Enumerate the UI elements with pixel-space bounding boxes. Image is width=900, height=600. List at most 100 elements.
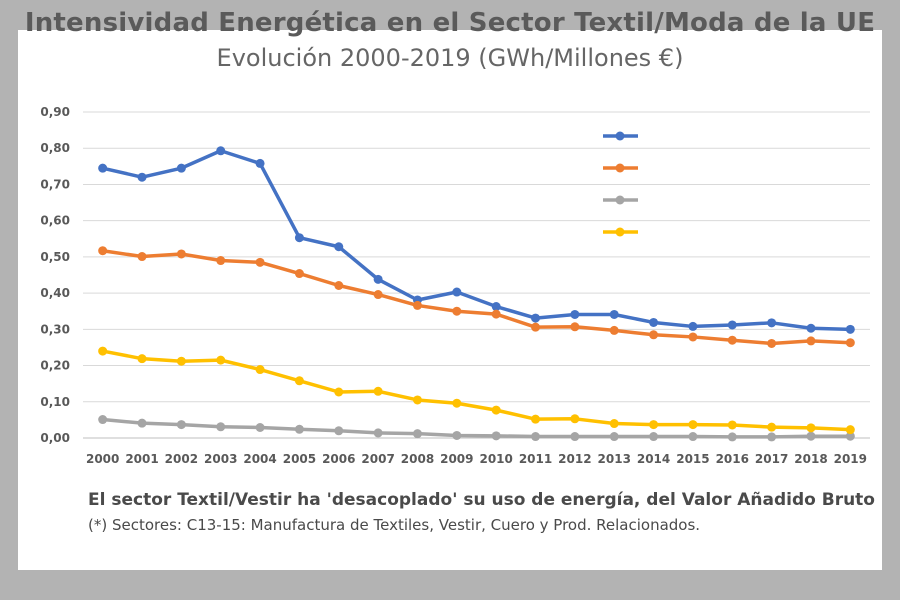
data-point: [98, 246, 108, 256]
x-tick-label: 2003: [204, 452, 237, 466]
data-point: [137, 172, 147, 182]
data-point: [806, 423, 816, 433]
x-tick-label: 2007: [361, 452, 394, 466]
data-point: [609, 325, 619, 335]
data-point: [688, 332, 698, 342]
series-line-3: [102, 349, 851, 432]
data-point: [294, 233, 304, 243]
data-point: [255, 365, 265, 375]
x-tick-label: 2005: [283, 452, 316, 466]
y-tick-label: 0,30: [40, 322, 70, 336]
data-point: [334, 387, 344, 397]
data-point: [491, 309, 501, 319]
data-point: [176, 163, 186, 173]
data-point: [412, 429, 422, 439]
x-tick-label: 2004: [243, 452, 276, 466]
footer-headline: El sector Textil/Vestir ha 'desacoplado'…: [88, 490, 875, 510]
data-point: [452, 398, 462, 408]
data-point: [609, 419, 619, 429]
x-tick-label: 2011: [519, 452, 552, 466]
data-point: [255, 257, 265, 267]
data-point: [491, 431, 501, 441]
data-point: [373, 428, 383, 438]
data-point: [452, 430, 462, 440]
x-tick-label: 2013: [598, 452, 631, 466]
y-tick-label: 0,70: [40, 177, 70, 191]
legend-marker-3: [615, 227, 625, 237]
data-point: [176, 356, 186, 366]
x-tick-label: 2015: [676, 452, 709, 466]
y-tick-label: 0,00: [40, 431, 70, 445]
data-point: [767, 338, 777, 348]
data-point: [767, 318, 777, 328]
data-point: [294, 376, 304, 386]
y-tick-label: 0,50: [40, 250, 70, 264]
data-point: [609, 309, 619, 319]
series-line-2: [102, 417, 851, 439]
y-tick-label: 0,80: [40, 141, 70, 155]
data-point: [845, 431, 855, 441]
x-tick-label: 2001: [125, 452, 158, 466]
data-point: [216, 146, 226, 156]
data-point: [334, 242, 344, 252]
data-point: [176, 249, 186, 259]
y-tick-label: 0,10: [40, 395, 70, 409]
data-point: [373, 386, 383, 396]
x-tick-label: 2008: [401, 452, 434, 466]
data-point: [452, 287, 462, 297]
data-point: [688, 420, 698, 430]
x-tick-label: 2018: [794, 452, 827, 466]
data-point: [216, 355, 226, 365]
data-point: [137, 354, 147, 364]
series-line-1: [102, 248, 851, 346]
x-tick-label: 2000: [86, 452, 119, 466]
y-tick-label: 0,90: [40, 105, 70, 119]
data-point: [845, 338, 855, 348]
data-point: [767, 422, 777, 432]
data-point: [531, 432, 541, 442]
data-point: [137, 418, 147, 428]
chart-title: Intensividad Energética en el Sector Tex…: [24, 8, 876, 38]
y-tick-label: 0,40: [40, 286, 70, 300]
data-point: [452, 306, 462, 316]
data-point: [688, 321, 698, 331]
data-point: [806, 323, 816, 333]
x-tick-label: 2002: [165, 452, 198, 466]
data-point: [137, 252, 147, 262]
data-point: [491, 405, 501, 415]
y-tick-label: 0,20: [40, 359, 70, 373]
data-point: [727, 320, 737, 330]
data-point: [845, 425, 855, 435]
data-point: [98, 163, 108, 173]
data-point: [531, 313, 541, 323]
footer-note: (*) Sectores: C13-15: Manufactura de Tex…: [88, 516, 701, 534]
data-point: [649, 432, 659, 442]
data-point: [531, 414, 541, 424]
data-point: [176, 420, 186, 430]
chart-card: [18, 30, 882, 570]
data-point: [412, 300, 422, 310]
data-point: [806, 336, 816, 346]
x-tick-label: 2019: [834, 452, 867, 466]
data-point: [649, 317, 659, 327]
data-point: [767, 432, 777, 442]
legend-marker-2: [615, 195, 625, 205]
data-point: [255, 158, 265, 168]
data-point: [412, 395, 422, 405]
legend-marker-1: [615, 163, 625, 173]
series-line-0: [102, 149, 851, 332]
data-point: [255, 422, 265, 432]
data-point: [845, 324, 855, 334]
data-point: [294, 269, 304, 279]
data-point: [609, 432, 619, 442]
data-point: [570, 432, 580, 442]
data-point: [98, 415, 108, 425]
data-point: [491, 302, 501, 312]
data-point: [373, 274, 383, 284]
y-tick-label: 0,60: [40, 214, 70, 228]
data-point: [294, 424, 304, 434]
x-tick-label: 2012: [558, 452, 591, 466]
data-point: [98, 346, 108, 356]
x-tick-label: 2009: [440, 452, 473, 466]
